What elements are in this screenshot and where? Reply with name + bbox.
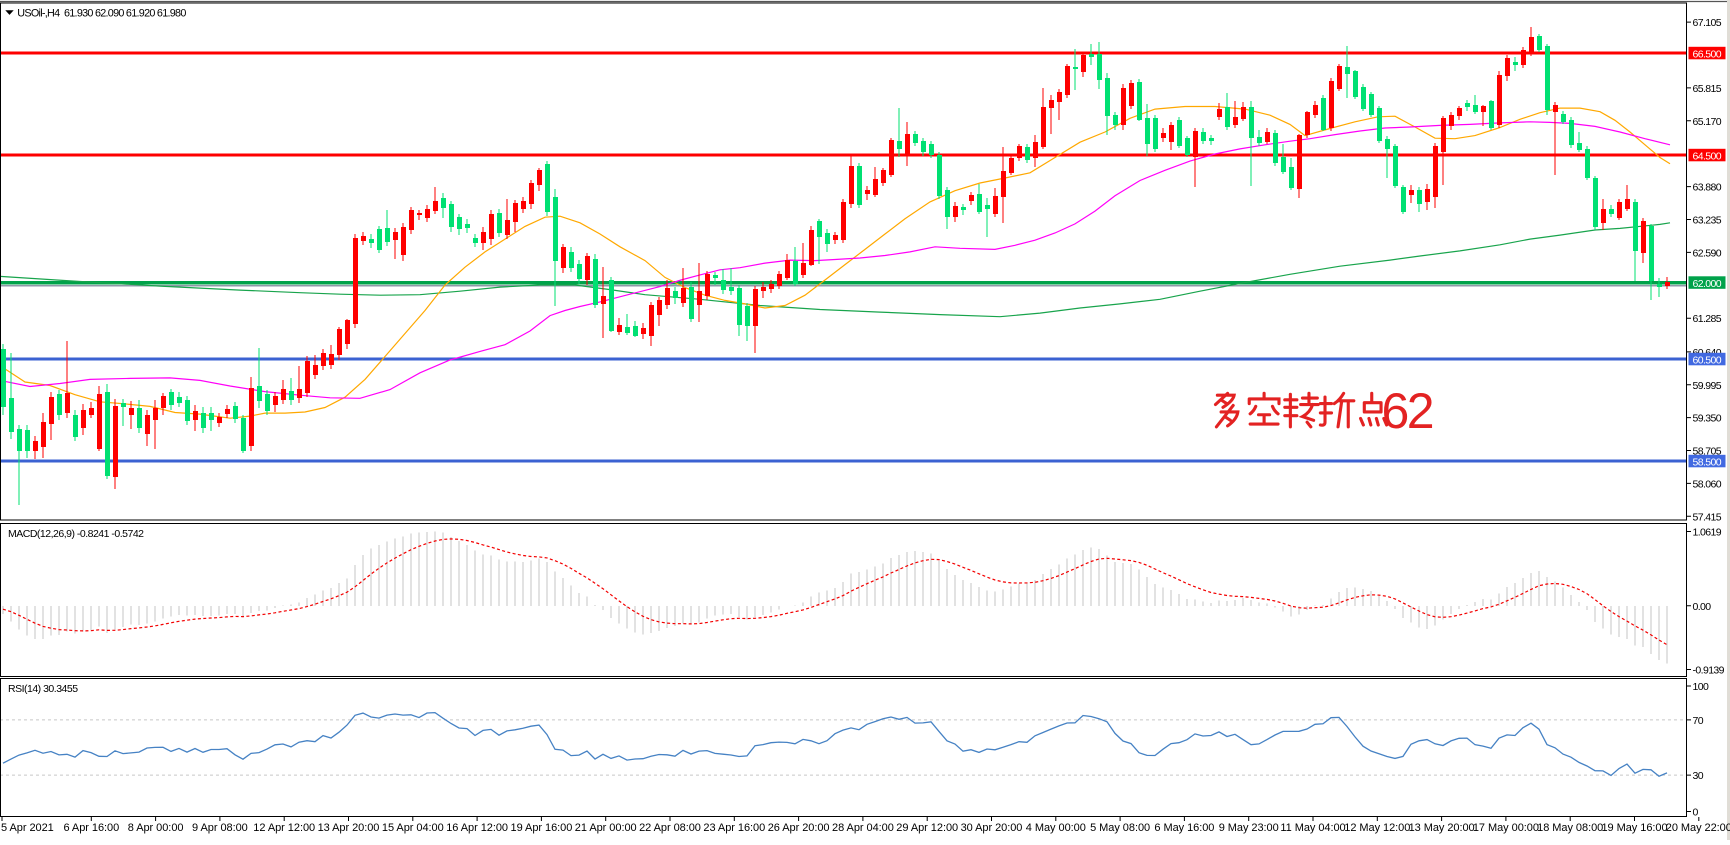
svg-text:19 Apr 16:00: 19 Apr 16:00 (511, 822, 573, 834)
svg-text:12 May 12:00: 12 May 12:00 (1344, 822, 1410, 834)
svg-text:0.00: 0.00 (1693, 601, 1712, 613)
svg-text:67.105: 67.105 (1693, 17, 1722, 29)
svg-text:57.415: 57.415 (1693, 511, 1722, 523)
svg-text:9 Apr 08:00: 9 Apr 08:00 (192, 822, 248, 834)
svg-text:100: 100 (1693, 681, 1709, 693)
svg-text:30: 30 (1693, 770, 1704, 782)
svg-text:13 Apr 20:00: 13 Apr 20:00 (318, 822, 380, 834)
svg-text:6 Apr 16:00: 6 Apr 16:00 (63, 822, 119, 834)
svg-text:15 Apr 04:00: 15 Apr 04:00 (382, 822, 444, 834)
svg-text:59.995: 59.995 (1693, 380, 1722, 392)
svg-text:23 Apr 16:00: 23 Apr 16:00 (703, 822, 765, 834)
svg-text:26 Apr 20:00: 26 Apr 20:00 (768, 822, 830, 834)
svg-text:13 May 20:00: 13 May 20:00 (1409, 822, 1475, 834)
svg-text:62.590: 62.590 (1693, 247, 1722, 259)
svg-text:5 Apr 2021: 5 Apr 2021 (1, 822, 54, 834)
svg-text:4 May 00:00: 4 May 00:00 (1026, 822, 1086, 834)
svg-text:11 May 04:00: 11 May 04:00 (1280, 822, 1345, 834)
svg-text:12 Apr 12:00: 12 Apr 12:00 (253, 822, 315, 834)
svg-text:0: 0 (1693, 807, 1699, 819)
svg-text:63.235: 63.235 (1693, 215, 1722, 227)
svg-text:65.170: 65.170 (1693, 116, 1722, 128)
svg-text:60.500: 60.500 (1693, 354, 1722, 366)
svg-text:58.705: 58.705 (1693, 446, 1722, 458)
svg-text:17 May 00:00: 17 May 00:00 (1473, 822, 1539, 834)
svg-text:6 May 16:00: 6 May 16:00 (1154, 822, 1214, 834)
svg-text:62: 62 (1382, 383, 1433, 439)
svg-text:19 May 16:00: 19 May 16:00 (1601, 822, 1667, 834)
svg-text:16 Apr 12:00: 16 Apr 12:00 (446, 822, 508, 834)
svg-text:1.0619: 1.0619 (1693, 527, 1722, 539)
svg-text:20 May 22:00: 20 May 22:00 (1666, 822, 1730, 834)
svg-text:8 Apr 00:00: 8 Apr 00:00 (128, 822, 184, 834)
svg-text:30 Apr 20:00: 30 Apr 20:00 (961, 822, 1023, 834)
svg-text:21 Apr 00:00: 21 Apr 00:00 (575, 822, 637, 834)
svg-text:66.500: 66.500 (1693, 48, 1722, 60)
svg-text:64.500: 64.500 (1693, 150, 1722, 162)
svg-text:9 May 23:00: 9 May 23:00 (1219, 822, 1279, 834)
svg-text:58.060: 58.060 (1693, 478, 1722, 490)
svg-text:USOil-,H4 61.930 62.090 61.92: USOil-,H4 61.930 62.090 61.920 61.980 (17, 8, 186, 20)
svg-text:65.815: 65.815 (1693, 83, 1722, 95)
svg-text:70: 70 (1693, 715, 1704, 727)
svg-text:62.000: 62.000 (1693, 278, 1722, 290)
svg-text:22 Apr 08:00: 22 Apr 08:00 (639, 822, 701, 834)
svg-text:5 May 08:00: 5 May 08:00 (1090, 822, 1150, 834)
svg-text:MACD(12,26,9) -0.8241 -0.5742: MACD(12,26,9) -0.8241 -0.5742 (8, 528, 144, 540)
svg-text:63.880: 63.880 (1693, 182, 1722, 194)
svg-text:-0.9139: -0.9139 (1693, 665, 1725, 677)
svg-text:58.500: 58.500 (1693, 456, 1722, 468)
svg-text:18 May 08:00: 18 May 08:00 (1537, 822, 1603, 834)
svg-text:RSI(14) 30.3455: RSI(14) 30.3455 (8, 683, 78, 695)
svg-text:59.350: 59.350 (1693, 413, 1722, 425)
svg-text:61.285: 61.285 (1693, 313, 1722, 325)
svg-text:28 Apr 04:00: 28 Apr 04:00 (832, 822, 894, 834)
svg-text:29 Apr 12:00: 29 Apr 12:00 (896, 822, 958, 834)
